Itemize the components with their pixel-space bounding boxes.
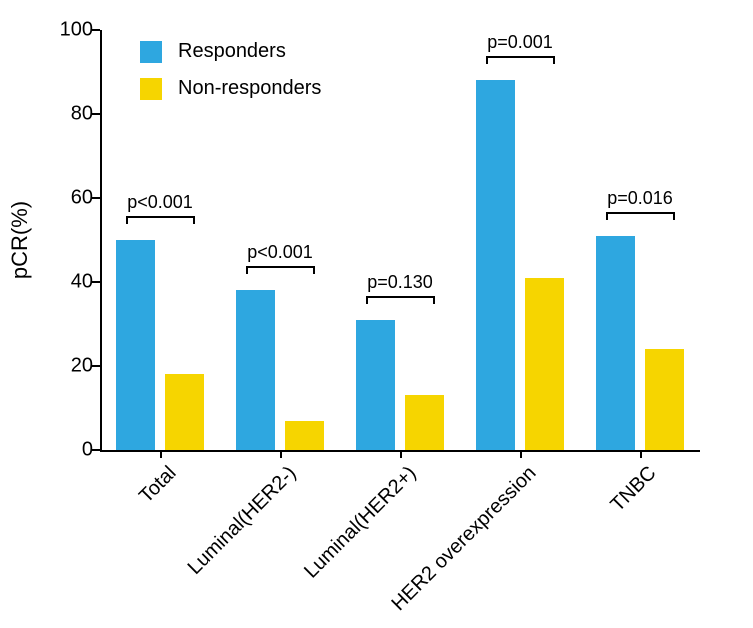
p-value-label: p=0.016 [607,188,673,209]
y-tick-label: 60 [33,187,93,210]
p-value-label: p=0.130 [367,272,433,293]
bar-responders [596,236,636,450]
bar-responders [236,290,276,450]
legend-item-nonresponders: Non-responders [140,77,321,100]
legend-item-responders: Responders [140,40,321,63]
p-value-bracket [486,56,555,58]
y-tick [92,281,100,283]
bar-responders [476,80,516,450]
y-tick [92,29,100,31]
bar-nonresponders [405,395,445,450]
y-tick [92,365,100,367]
p-value-bracket [606,212,675,214]
x-tick [160,450,162,458]
y-tick-label: 40 [33,271,93,294]
bar-nonresponders [165,374,205,450]
y-axis-title: pCR(%) [7,201,33,279]
y-tick-label: 0 [33,439,93,462]
x-tick [280,450,282,458]
legend-label-responders: Responders [178,40,286,63]
p-value-label: p=0.001 [487,32,553,53]
x-tick [520,450,522,458]
legend-swatch-responders [140,41,162,63]
p-value-bracket [246,266,315,268]
p-value-label: p<0.001 [247,242,313,263]
y-tick [92,449,100,451]
chart-container: 020406080100 pCR(%) TotalLuminal(HER2-)L… [0,0,753,628]
y-tick-label: 20 [33,355,93,378]
y-tick-label: 100 [33,19,93,42]
bar-responders [116,240,156,450]
bar-nonresponders [525,278,565,450]
bar-responders [356,320,396,450]
p-value-bracket [366,296,435,298]
x-tick [640,450,642,458]
y-tick [92,197,100,199]
y-tick-label: 80 [33,103,93,126]
legend: Responders Non-responders [140,40,321,114]
y-tick [92,113,100,115]
legend-label-nonresponders: Non-responders [178,77,321,100]
bar-nonresponders [285,421,325,450]
bar-nonresponders [645,349,685,450]
p-value-label: p<0.001 [127,192,193,213]
x-tick [400,450,402,458]
legend-swatch-nonresponders [140,78,162,100]
p-value-bracket [126,216,195,218]
